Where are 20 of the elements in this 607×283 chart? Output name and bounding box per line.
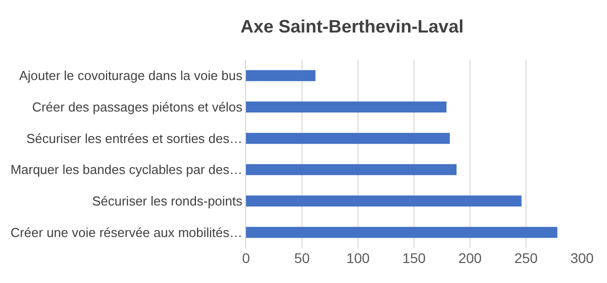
bar [246,132,450,144]
y-tick-label: Ajouter le covoiturage dans la voie bus [19,68,243,84]
x-tick-label: 100 [346,250,370,266]
bar [246,164,457,176]
bar [246,226,558,238]
x-tick-label: 250 [514,250,538,266]
x-tick-label: 0 [242,250,250,266]
bar [246,102,446,112]
y-tick-label: Sécuriser les entrées et sorties des… [26,130,242,146]
chart-title: Axe Saint-Berthevin-Laval [240,16,464,36]
y-tick-label: Créer une voie réservée aux mobilités… [10,224,242,240]
x-tick-label: 150 [402,250,426,266]
y-tick-label: Marquer les bandes cyclables par des… [10,162,242,178]
x-tick-label: 50 [294,250,310,266]
x-tick-label: 200 [458,250,482,266]
bar [246,70,316,82]
y-tick-label: Créer des passages piétons et vélos [32,100,243,115]
y-tick-label: Sécuriser les ronds-points [92,194,243,209]
bar [246,196,522,206]
x-tick-label: 300 [570,250,594,266]
